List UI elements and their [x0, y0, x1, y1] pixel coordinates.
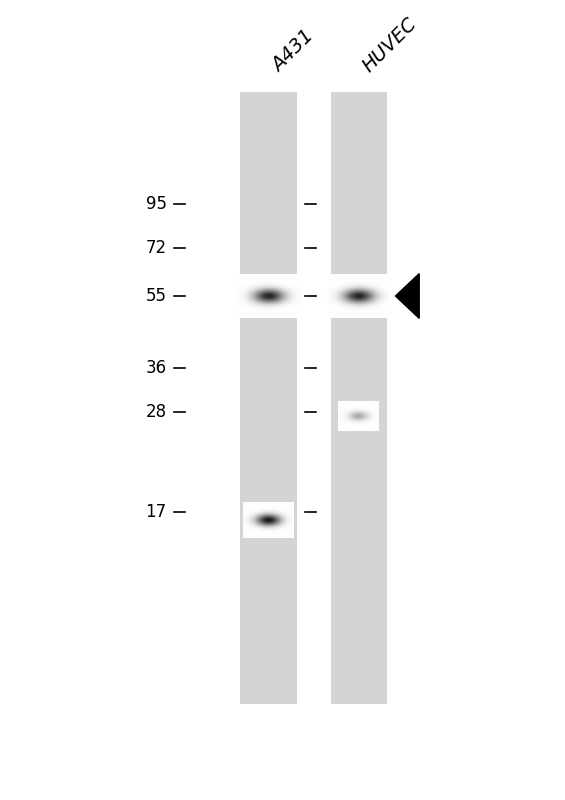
Text: 55: 55	[146, 287, 167, 305]
Text: 28: 28	[146, 403, 167, 421]
Bar	[331, 92, 387, 704]
Text: HUVEC: HUVEC	[359, 14, 420, 76]
Bar	[240, 92, 297, 704]
Text: 95: 95	[146, 195, 167, 213]
Text: A431: A431	[268, 27, 318, 76]
Text: 17: 17	[146, 503, 167, 521]
Text: 72: 72	[146, 239, 167, 257]
Text: 36: 36	[146, 359, 167, 377]
Polygon shape	[396, 274, 419, 318]
